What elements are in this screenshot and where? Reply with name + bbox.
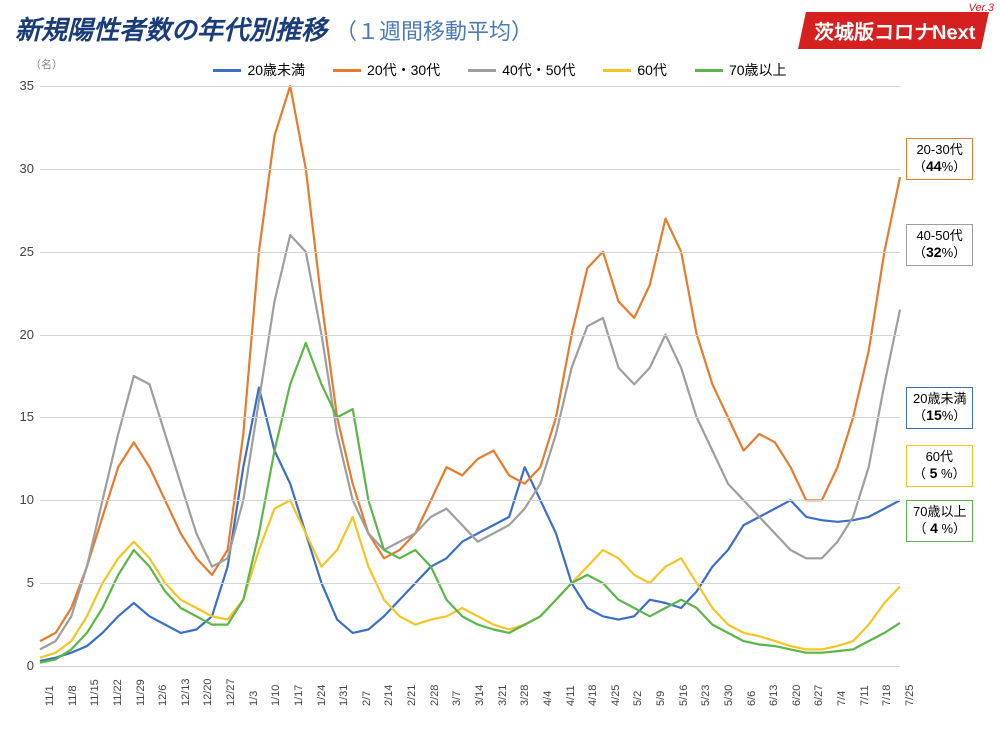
legend-swatch [468, 69, 496, 72]
legend-label: 40代・50代 [502, 60, 575, 80]
badge-version: Ver.3 [969, 2, 994, 14]
x-tick-label: 1/24 [316, 685, 328, 706]
x-tick-label: 5/2 [632, 691, 644, 706]
x-tick-label: 1/3 [248, 691, 260, 706]
legend-item-40s50s: 40代・50代 [468, 60, 575, 80]
x-tick-label: 12/27 [225, 678, 237, 706]
gridline [40, 583, 900, 584]
x-tick-label: 11/8 [67, 685, 79, 706]
x-tick-label: 12/13 [180, 678, 192, 706]
gridline [40, 666, 900, 667]
x-tick-label: 3/14 [474, 685, 486, 706]
x-tick-label: 2/14 [383, 685, 395, 706]
legend-swatch [603, 69, 631, 72]
chart-plot-area [40, 86, 900, 666]
page-title: 新規陽性者数の年代別推移 [15, 10, 327, 47]
y-tick-label: 35 [10, 78, 34, 93]
legend-label: 60代 [637, 60, 667, 80]
end-label-60s: 60代（ 5 %） [906, 445, 973, 487]
x-tick-label: 11/1 [44, 685, 56, 706]
x-tick-label: 11/15 [89, 679, 101, 706]
end-label-over70: 70歳以上（ 4 %） [906, 500, 973, 542]
gridline [40, 169, 900, 170]
x-tick-label: 1/31 [338, 685, 350, 706]
gridline [40, 500, 900, 501]
legend-item-over70: 70歳以上 [695, 60, 787, 80]
x-tick-label: 7/25 [904, 685, 916, 706]
gridline [40, 86, 900, 87]
legend-item-60s: 60代 [603, 60, 667, 80]
x-tick-label: 7/11 [859, 685, 871, 706]
brand-badge: 茨城版コロナNext [798, 12, 989, 49]
x-tick-label: 3/28 [519, 685, 531, 706]
legend-swatch [695, 69, 723, 72]
gridline [40, 335, 900, 336]
x-tick-label: 5/9 [655, 691, 667, 706]
x-tick-label: 4/11 [565, 685, 577, 706]
x-tick-label: 6/13 [768, 685, 780, 706]
legend-item-20s30s: 20代・30代 [333, 60, 440, 80]
y-tick-label: 15 [10, 409, 34, 424]
x-tick-label: 2/28 [429, 685, 441, 706]
x-tick-label: 3/21 [497, 685, 509, 706]
x-tick-label: 12/20 [202, 678, 214, 706]
y-tick-label: 0 [10, 658, 34, 673]
page-subtitle: （１週間移動平均） [335, 14, 533, 46]
x-tick-label: 11/22 [112, 679, 124, 706]
series-line-over70 [40, 343, 900, 663]
x-tick-label: 6/20 [791, 685, 803, 706]
series-line-60s [40, 500, 900, 657]
x-tick-label: 12/6 [157, 685, 169, 706]
legend-item-under20: 20歳未満 [213, 60, 305, 80]
y-axis-unit: （名） [30, 56, 63, 72]
gridline [40, 417, 900, 418]
end-label-20s30s: 20-30代（44%） [906, 138, 973, 180]
y-tick-label: 25 [10, 244, 34, 259]
gridline [40, 252, 900, 253]
x-tick-label: 4/25 [610, 685, 622, 706]
x-tick-label: 7/4 [836, 691, 848, 706]
y-tick-label: 20 [10, 327, 34, 342]
chart-svg [40, 86, 900, 666]
end-label-under20: 20歳未満（15%） [906, 387, 973, 429]
x-tick-label: 1/17 [293, 685, 305, 706]
x-tick-label: 5/30 [723, 685, 735, 706]
badge-next: Next [929, 22, 977, 45]
end-label-40s50s: 40-50代（32%） [906, 224, 973, 266]
x-tick-label: 1/10 [270, 685, 282, 706]
legend-label: 20代・30代 [367, 60, 440, 80]
x-tick-label: 7/18 [881, 685, 893, 706]
y-tick-label: 30 [10, 161, 34, 176]
x-tick-label: 5/16 [678, 685, 690, 706]
legend-label: 20歳未満 [247, 60, 305, 80]
y-tick-label: 5 [10, 575, 34, 590]
x-tick-label: 3/7 [451, 691, 463, 706]
y-tick-label: 10 [10, 492, 34, 507]
legend-swatch [213, 69, 241, 72]
x-tick-label: 2/7 [361, 691, 373, 706]
badge-prefix: 茨城版コロナ [809, 16, 935, 45]
chart-legend: 20歳未満 20代・30代 40代・50代 60代 70歳以上 [0, 60, 1000, 80]
x-tick-label: 6/27 [813, 685, 825, 706]
x-tick-label: 5/23 [700, 685, 712, 706]
x-tick-label: 4/18 [587, 685, 599, 706]
x-tick-label: 4/4 [542, 691, 554, 706]
legend-label: 70歳以上 [729, 60, 787, 80]
x-tick-label: 6/6 [746, 691, 758, 706]
x-tick-label: 11/29 [135, 679, 147, 706]
x-tick-label: 2/21 [406, 685, 418, 706]
legend-swatch [333, 69, 361, 72]
